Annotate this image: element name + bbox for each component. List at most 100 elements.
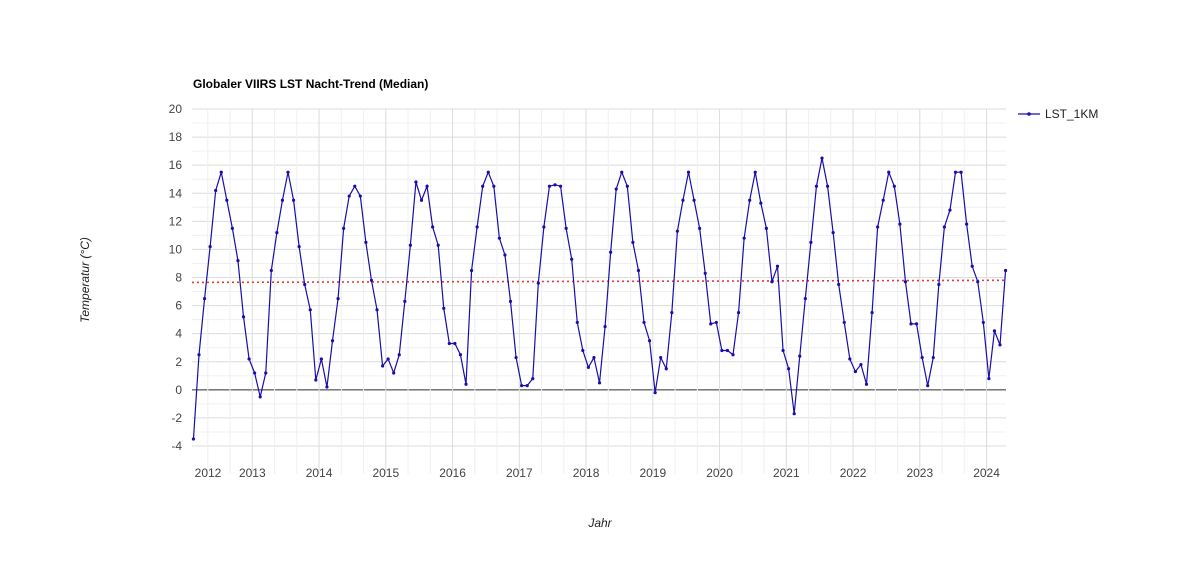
data-point bbox=[269, 268, 273, 273]
data-point bbox=[909, 322, 913, 326]
data-point bbox=[386, 357, 390, 361]
data-point bbox=[681, 198, 685, 202]
data-point bbox=[219, 170, 223, 174]
data-point bbox=[303, 282, 307, 287]
data-point bbox=[358, 194, 362, 198]
data-point bbox=[436, 243, 440, 247]
data-point bbox=[987, 377, 991, 381]
legend[interactable]: LST_1KM bbox=[1018, 107, 1098, 121]
data-point bbox=[703, 271, 707, 275]
data-point bbox=[297, 245, 301, 249]
data-point bbox=[636, 268, 641, 273]
x-tick-label: 2015 bbox=[372, 466, 399, 480]
data-point bbox=[625, 184, 629, 188]
data-point bbox=[492, 184, 496, 188]
y-tick-label: 6 bbox=[175, 299, 182, 313]
data-point bbox=[764, 226, 768, 230]
x-tick-label: 2013 bbox=[239, 466, 266, 480]
data-point bbox=[581, 348, 585, 353]
data-point bbox=[664, 367, 668, 371]
data-point bbox=[464, 382, 468, 386]
data-point bbox=[825, 184, 830, 188]
x-tick-label: 2017 bbox=[506, 466, 533, 480]
data-point bbox=[953, 170, 958, 174]
data-point bbox=[775, 264, 780, 268]
data-point bbox=[970, 264, 974, 268]
y-tick-label: 0 bbox=[175, 383, 182, 397]
data-point bbox=[414, 180, 418, 184]
data-point bbox=[837, 282, 841, 287]
data-point bbox=[291, 198, 296, 202]
data-point bbox=[614, 187, 618, 191]
data-point bbox=[709, 322, 713, 326]
y-tick-label: 2 bbox=[175, 355, 182, 369]
data-point bbox=[558, 184, 563, 188]
data-point bbox=[325, 385, 329, 389]
data-point bbox=[475, 225, 479, 229]
data-point bbox=[714, 320, 718, 325]
data-point bbox=[831, 230, 835, 235]
data-point bbox=[809, 240, 813, 244]
data-point bbox=[425, 184, 429, 188]
data-point bbox=[514, 355, 518, 360]
data-point bbox=[258, 395, 262, 399]
data-point bbox=[659, 355, 663, 360]
data-point bbox=[981, 320, 985, 325]
data-point bbox=[419, 198, 424, 202]
y-tick-label: -2 bbox=[171, 411, 182, 425]
y-tick-label: -4 bbox=[171, 439, 182, 453]
data-point bbox=[403, 299, 407, 303]
data-point bbox=[308, 308, 312, 312]
data-point bbox=[314, 378, 318, 382]
data-point bbox=[247, 357, 251, 361]
data-point bbox=[631, 240, 635, 244]
data-point bbox=[803, 296, 807, 301]
data-point bbox=[286, 170, 290, 174]
data-point bbox=[798, 354, 802, 358]
data-point bbox=[998, 343, 1002, 347]
data-point bbox=[347, 194, 351, 198]
data-point bbox=[319, 357, 323, 361]
data-point bbox=[792, 412, 796, 416]
x-tick-label: 2020 bbox=[706, 466, 733, 480]
data-point bbox=[742, 236, 746, 240]
y-tick-label: 8 bbox=[175, 271, 182, 285]
data-point bbox=[408, 243, 412, 247]
data-point bbox=[520, 384, 524, 388]
data-point bbox=[503, 253, 507, 257]
data-point bbox=[236, 259, 240, 263]
data-point bbox=[525, 384, 529, 388]
x-tick-label: 2022 bbox=[840, 466, 867, 480]
data-point bbox=[647, 339, 652, 343]
legend-label: LST_1KM bbox=[1045, 107, 1098, 121]
data-point bbox=[230, 226, 234, 230]
data-point bbox=[375, 308, 379, 312]
y-tick-label: 18 bbox=[169, 130, 183, 144]
data-point bbox=[881, 198, 885, 202]
data-point bbox=[670, 311, 674, 315]
legend-marker-icon bbox=[1027, 112, 1031, 116]
data-point bbox=[214, 188, 218, 193]
data-point bbox=[931, 355, 935, 360]
y-tick-label: 20 bbox=[169, 102, 183, 116]
data-point bbox=[225, 198, 229, 202]
data-point bbox=[531, 377, 535, 381]
data-point bbox=[469, 268, 474, 273]
data-point bbox=[202, 296, 207, 301]
x-tick-label: 2016 bbox=[439, 466, 466, 480]
data-point bbox=[564, 226, 568, 230]
y-tick-label: 12 bbox=[169, 214, 183, 228]
x-tick-label: 2012 bbox=[195, 466, 222, 480]
data-point bbox=[553, 183, 557, 187]
data-point bbox=[853, 369, 857, 374]
x-tick-label: 2021 bbox=[773, 466, 800, 480]
data-point bbox=[191, 437, 196, 441]
x-tick-label: 2014 bbox=[306, 466, 333, 480]
data-point bbox=[197, 353, 201, 357]
data-point bbox=[497, 236, 501, 240]
data-point bbox=[1003, 268, 1008, 273]
data-point bbox=[820, 156, 824, 160]
x-axis-ticks: 2012 2013 2014 2015 2016 2017 2018 2019 2020 2021… bbox=[195, 466, 1001, 480]
data-point bbox=[264, 371, 268, 375]
data-point bbox=[547, 184, 552, 188]
